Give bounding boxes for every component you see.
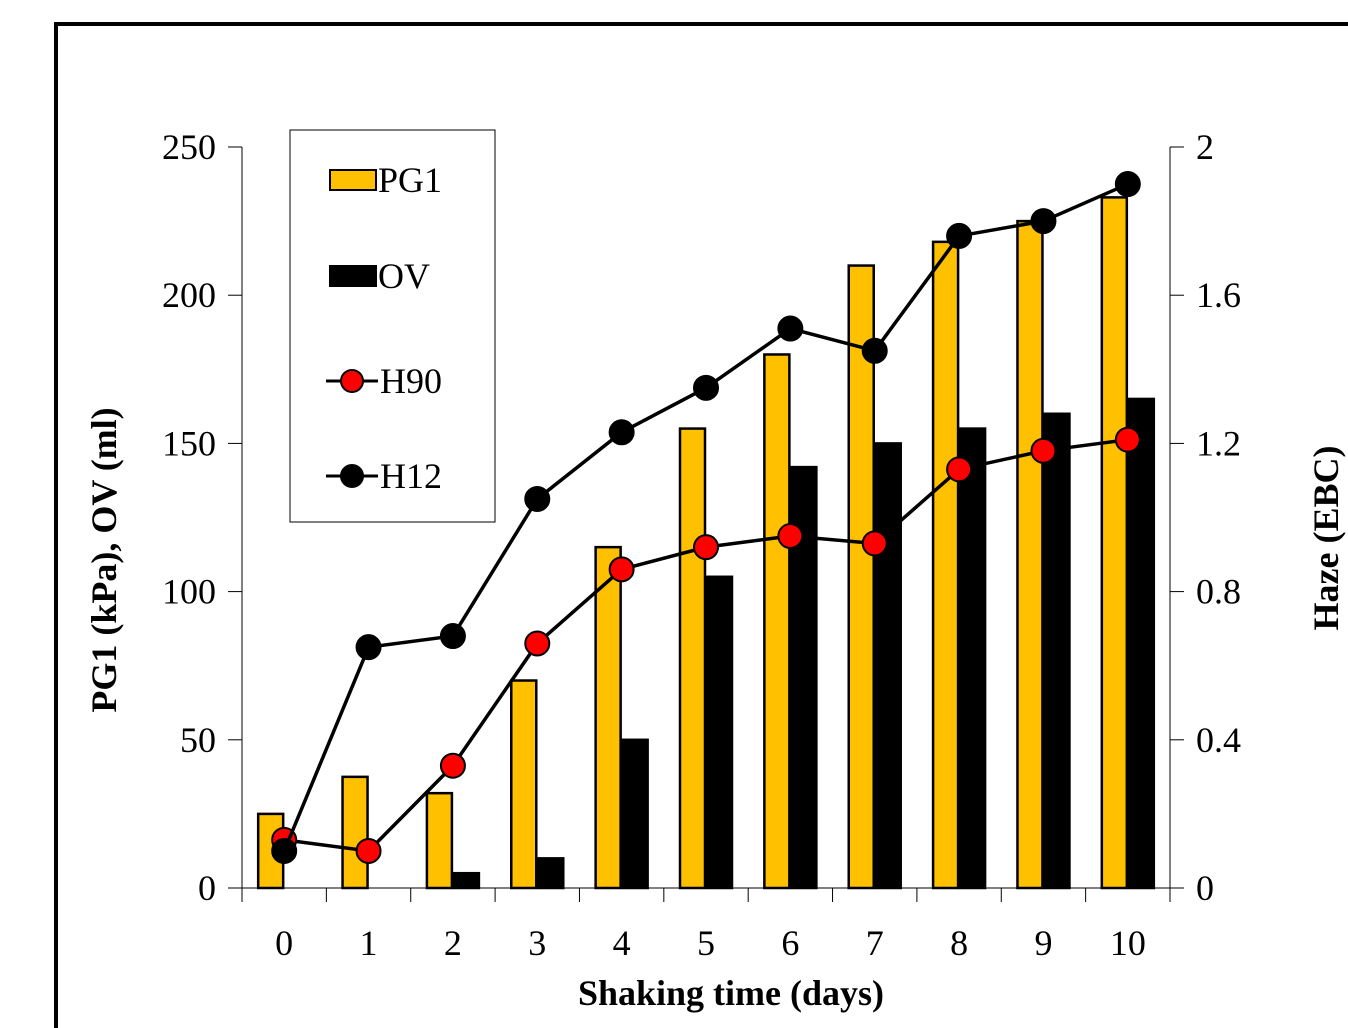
point-h12 — [524, 485, 551, 512]
point-h90 — [777, 523, 804, 550]
y2-tick-label: 0.8 — [1196, 572, 1241, 612]
legend-box — [289, 129, 496, 523]
bar-pg1 — [510, 679, 538, 890]
y-tick-label: 200 — [162, 275, 216, 315]
point-h90 — [693, 534, 719, 561]
point-h90 — [861, 530, 888, 557]
bar-pg1 — [763, 353, 791, 890]
x-tick-label: 10 — [1110, 923, 1146, 963]
y-tick-label: 100 — [162, 572, 216, 612]
point-h12 — [1030, 208, 1057, 235]
y-axis-title: PG1 (kPa), OV (ml) — [84, 407, 124, 712]
y2-tick-label: 2 — [1196, 127, 1214, 167]
bar-ov — [1043, 412, 1071, 890]
x-axis-title: Shaking time (days) — [578, 973, 884, 1013]
x-tick-label: 2 — [444, 923, 462, 963]
legend-marker-h12 — [340, 464, 364, 488]
bar-ov — [1127, 397, 1156, 890]
point-h90 — [1114, 426, 1141, 453]
bar-pg1 — [847, 264, 875, 890]
lines — [271, 171, 1141, 864]
y-tick-label: 150 — [162, 423, 216, 463]
bar-ov — [537, 857, 565, 890]
point-h12 — [1114, 171, 1141, 198]
x-tick-label: 9 — [1034, 923, 1052, 963]
bar-ov — [705, 575, 734, 890]
point-h90 — [946, 456, 973, 483]
x-tick-label: 3 — [528, 923, 546, 963]
point-h12 — [777, 315, 804, 342]
y2-axis-title: Haze (EBC) — [1306, 446, 1346, 631]
point-h12 — [271, 837, 298, 864]
bar-pg1 — [931, 240, 960, 890]
bar-ov — [958, 427, 987, 890]
point-h12 — [439, 623, 466, 650]
bar-pg1 — [1016, 219, 1044, 890]
x-tick-label: 7 — [866, 923, 884, 963]
legend: PG1 OV H90 H12 — [289, 129, 496, 523]
point-h90 — [439, 752, 466, 779]
bar-ov — [621, 738, 649, 890]
y2-tick-label: 0 — [1196, 868, 1214, 908]
y-tick-label: 0 — [198, 868, 216, 908]
legend-label-h12: H12 — [380, 456, 442, 496]
legend-label-ov: OV — [378, 256, 430, 296]
bar-ov — [452, 871, 481, 890]
bar-ov — [874, 442, 902, 890]
legend-label-pg1: PG1 — [378, 160, 442, 200]
point-h12 — [946, 222, 973, 249]
bar-pg1 — [678, 427, 707, 890]
bar-pg1 — [341, 775, 369, 890]
legend-label-h90: H90 — [380, 361, 442, 401]
x-tick-label: 1 — [360, 923, 378, 963]
bar-pg1 — [425, 791, 454, 890]
point-h90 — [1030, 437, 1057, 464]
x-tick-label: 6 — [781, 923, 799, 963]
point-h90 — [608, 556, 635, 583]
point-h12 — [608, 419, 635, 446]
x-tick-label: 5 — [697, 923, 715, 963]
y-tick-label: 250 — [162, 127, 216, 167]
tick-labels: 0 50 100 150 200 250 0 0.4 0.8 1.2 1.6 2 0 1 2 3 4 5 6 7 8 9 1… — [162, 127, 1241, 963]
point-h90 — [524, 630, 551, 657]
legend-marker-h90 — [340, 369, 364, 393]
bar-pg1 — [594, 545, 622, 890]
point-h12 — [355, 634, 382, 661]
y2-tick-label: 1.2 — [1196, 423, 1241, 463]
y2-tick-label: 1.6 — [1196, 275, 1241, 315]
point-h12 — [693, 374, 719, 401]
x-tick-label: 8 — [950, 923, 968, 963]
y2-tick-label: 0.4 — [1196, 720, 1241, 760]
point-h12 — [861, 337, 888, 364]
bars — [256, 196, 1156, 890]
legend-swatch-pg1 — [329, 169, 377, 191]
bar-pg1 — [1100, 196, 1129, 890]
x-tick-label: 0 — [275, 923, 293, 963]
x-tick-label: 4 — [613, 923, 631, 963]
legend-swatch-ov — [329, 265, 377, 287]
y-tick-label: 50 — [180, 720, 216, 760]
point-h90 — [355, 837, 382, 864]
